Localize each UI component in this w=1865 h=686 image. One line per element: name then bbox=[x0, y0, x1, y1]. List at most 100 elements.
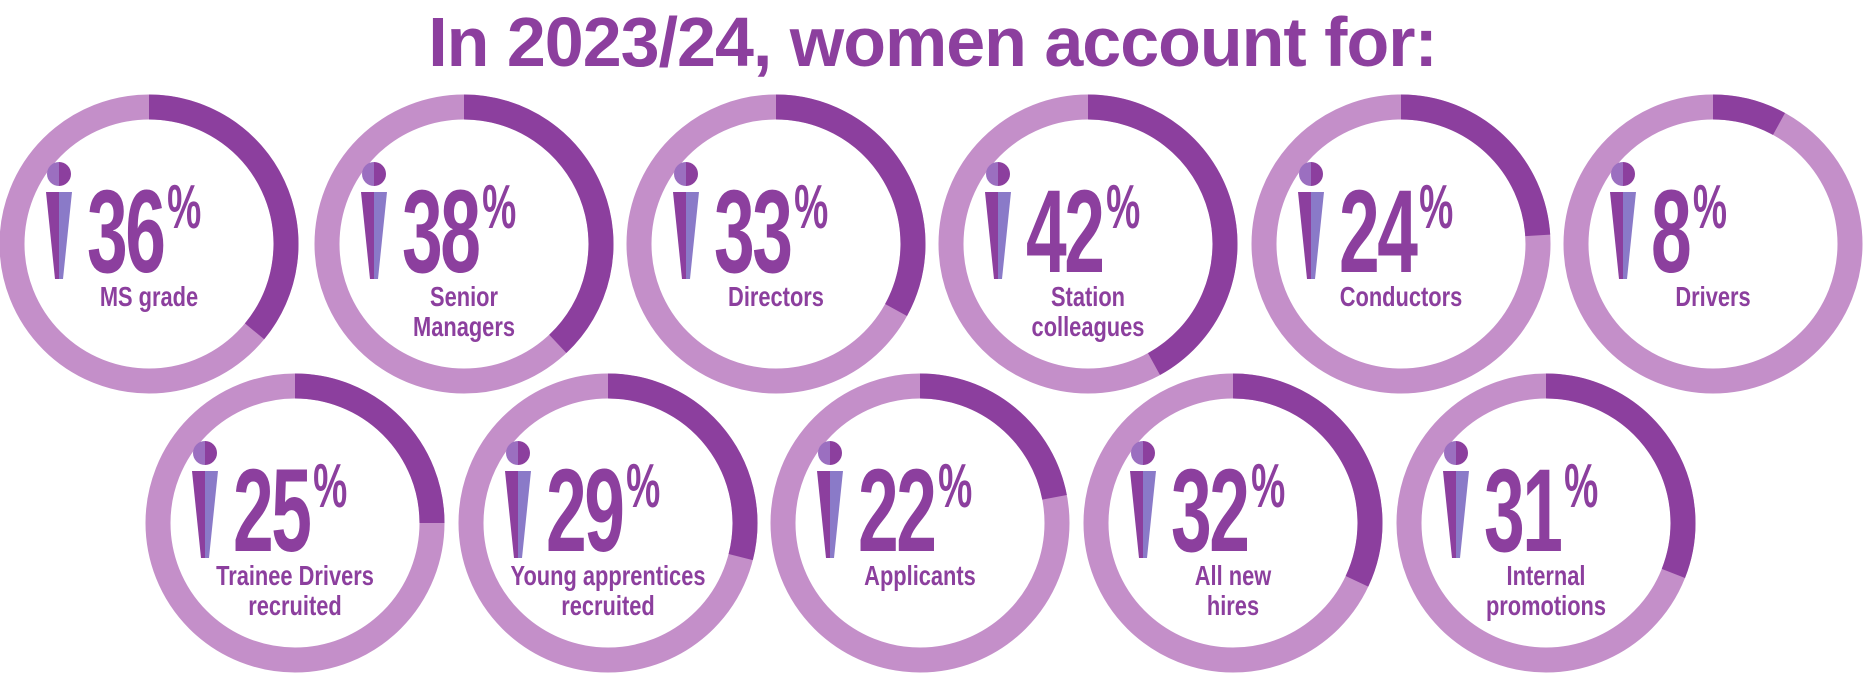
icon-body-left bbox=[673, 192, 686, 279]
person-icon bbox=[1298, 162, 1324, 279]
icon-head-right bbox=[1311, 162, 1323, 186]
donut-arc bbox=[294, 373, 445, 524]
person-icon bbox=[985, 162, 1011, 279]
value-label: 31% bbox=[1484, 444, 1598, 576]
icon-body-left bbox=[1130, 471, 1143, 558]
unit: % bbox=[626, 451, 660, 521]
donut-arc bbox=[148, 94, 299, 340]
icon-head-left bbox=[1131, 441, 1143, 465]
icon-body-left bbox=[361, 192, 374, 279]
icon-head-left bbox=[1299, 162, 1311, 186]
title: In 2023/24, women account for: bbox=[428, 3, 1438, 81]
donut-arc bbox=[463, 94, 614, 353]
unit: % bbox=[1419, 172, 1453, 242]
donut-arc bbox=[1400, 94, 1551, 237]
icon-head-right bbox=[686, 162, 698, 186]
icon-body-right bbox=[998, 192, 1011, 279]
icon-head-left bbox=[362, 162, 374, 186]
donut-arc bbox=[1545, 373, 1696, 579]
value-label: 36% bbox=[87, 165, 201, 297]
value-label: 33% bbox=[714, 165, 828, 297]
icon-head-right bbox=[830, 441, 842, 465]
icon-body-right bbox=[686, 192, 699, 279]
unit: % bbox=[482, 172, 516, 242]
value: 24 bbox=[1339, 165, 1418, 297]
icon-body-right bbox=[830, 471, 843, 558]
icon-body-right bbox=[59, 192, 72, 279]
value: 31 bbox=[1484, 444, 1561, 576]
person-icon bbox=[1610, 162, 1636, 279]
icon-body-left bbox=[1610, 192, 1623, 279]
icon-head-right bbox=[518, 441, 530, 465]
icon-head-right bbox=[374, 162, 386, 186]
value-label: 25% bbox=[233, 444, 347, 576]
icon-body-right bbox=[1143, 471, 1156, 558]
category-label: Internal promotions bbox=[1485, 560, 1607, 622]
value-label: 32% bbox=[1171, 444, 1285, 576]
unit: % bbox=[1693, 172, 1727, 242]
icon-head-right bbox=[205, 441, 217, 465]
unit: % bbox=[167, 172, 201, 242]
icon-head-right bbox=[1456, 441, 1468, 465]
icon-head-left bbox=[986, 162, 998, 186]
unit: % bbox=[938, 451, 972, 521]
value: 42 bbox=[1026, 165, 1102, 297]
category-label: All new hires bbox=[1194, 560, 1272, 622]
person-icon bbox=[361, 162, 387, 279]
icon-body-left bbox=[817, 471, 830, 558]
icon-body-left bbox=[1298, 192, 1311, 279]
value-label: 8% bbox=[1651, 165, 1726, 297]
value-label: 42% bbox=[1026, 165, 1140, 297]
category-label: Trainee Drivers recruited bbox=[216, 560, 374, 622]
value: 8 bbox=[1651, 165, 1690, 297]
category-label: Young apprentices recruited bbox=[510, 560, 706, 622]
icon-head-right bbox=[59, 162, 71, 186]
icon-head-left bbox=[193, 441, 205, 465]
donut-arc bbox=[1712, 94, 1786, 136]
unit: % bbox=[1564, 451, 1598, 521]
icon-head-right bbox=[998, 162, 1010, 186]
donut-arc bbox=[1087, 94, 1238, 375]
value: 22 bbox=[858, 444, 934, 576]
icon-body-right bbox=[205, 471, 218, 558]
category-label: Conductors bbox=[1339, 281, 1463, 312]
unit: % bbox=[794, 172, 828, 242]
icon-body-right bbox=[1623, 192, 1636, 279]
icon-head-left bbox=[818, 441, 830, 465]
icon-head-left bbox=[674, 162, 686, 186]
category-label: Senior Managers bbox=[413, 281, 515, 343]
donut-arc bbox=[919, 373, 1067, 500]
value: 38 bbox=[402, 165, 479, 297]
unit: % bbox=[313, 451, 347, 521]
icon-body-left bbox=[46, 192, 59, 279]
icon-body-left bbox=[505, 471, 518, 558]
category-label: Applicants bbox=[864, 560, 976, 591]
donut-arc bbox=[775, 94, 926, 317]
person-icon bbox=[192, 441, 218, 558]
person-icon bbox=[46, 162, 72, 279]
person-icon bbox=[505, 441, 531, 558]
icon-body-left bbox=[985, 192, 998, 279]
value-label: 38% bbox=[402, 165, 516, 297]
category-label: MS grade bbox=[99, 281, 199, 312]
value: 29 bbox=[546, 444, 622, 576]
donut-arc bbox=[607, 373, 758, 561]
category-label: Directors bbox=[728, 281, 824, 312]
icon-body-right bbox=[374, 192, 387, 279]
person-icon bbox=[1443, 441, 1469, 558]
icon-head-left bbox=[47, 162, 59, 186]
person-icon bbox=[1130, 441, 1156, 558]
value: 32 bbox=[1171, 444, 1247, 576]
icon-body-right bbox=[518, 471, 531, 558]
icon-body-right bbox=[1456, 471, 1469, 558]
category-label: Station colleagues bbox=[1031, 281, 1145, 343]
value-label: 29% bbox=[546, 444, 660, 576]
person-icon bbox=[673, 162, 699, 279]
value: 33 bbox=[714, 165, 791, 297]
icon-head-left bbox=[506, 441, 518, 465]
icon-head-left bbox=[1444, 441, 1456, 465]
icon-body-right bbox=[1311, 192, 1324, 279]
unit: % bbox=[1251, 451, 1285, 521]
value: 36 bbox=[87, 165, 164, 297]
